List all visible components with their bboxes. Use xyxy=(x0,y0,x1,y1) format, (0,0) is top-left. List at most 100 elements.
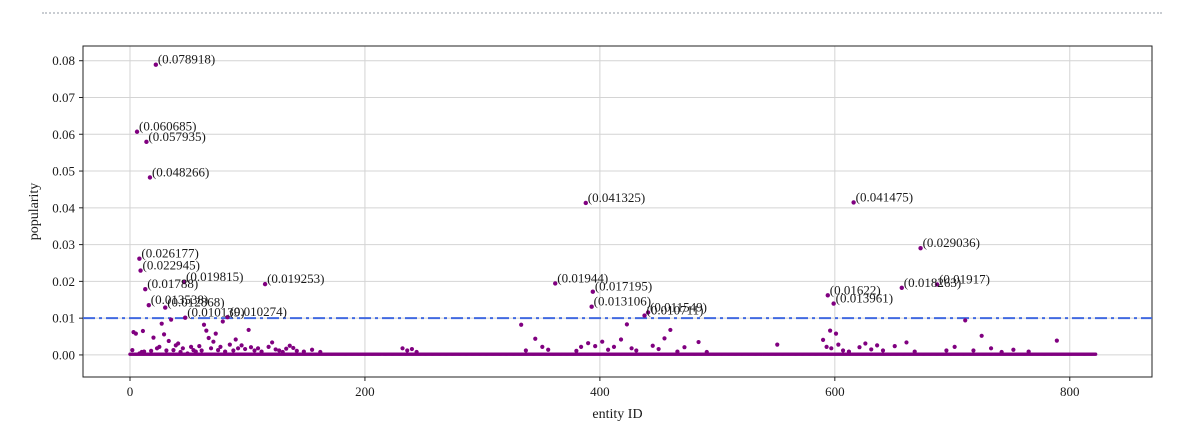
data-labels: (0.078918) (0.060685)(0.057935) (0.048266)… xyxy=(139,52,990,320)
scatter-point xyxy=(146,302,151,308)
y-tick-label: 0.05 xyxy=(52,164,75,179)
scatter-point xyxy=(892,344,897,349)
scatter-point xyxy=(1011,347,1016,352)
scatter-point xyxy=(151,335,156,340)
scatter-point xyxy=(181,279,187,285)
data-label: (0.01944) xyxy=(557,270,608,285)
scatter-point xyxy=(176,341,181,346)
scatter-point xyxy=(409,346,415,352)
scatter-point xyxy=(270,340,275,345)
scatter-point xyxy=(199,348,204,353)
scatter-point xyxy=(159,321,164,326)
scatter-point xyxy=(912,349,917,354)
scatter-point xyxy=(141,349,147,354)
scatter-point xyxy=(829,346,834,351)
data-label: (0.041475) xyxy=(856,189,913,204)
scatter-point xyxy=(231,348,236,353)
data-label: (0.011549) xyxy=(650,299,707,314)
scatter-point xyxy=(629,346,634,351)
scatter-point xyxy=(662,336,667,341)
scatter-point xyxy=(143,286,148,292)
scatter-point xyxy=(999,349,1004,355)
scatter-point xyxy=(193,349,198,354)
scatter-point xyxy=(225,314,230,320)
scatter-point xyxy=(642,313,647,318)
scatter-point xyxy=(668,327,673,333)
scatter-point xyxy=(831,301,836,306)
scatter-point xyxy=(137,256,142,261)
scatter-point xyxy=(963,318,968,323)
scatter-point xyxy=(213,331,218,336)
scatter-point xyxy=(243,346,248,352)
scatter-point xyxy=(239,343,244,348)
data-label: (0.078918) xyxy=(158,52,215,67)
scatter-point xyxy=(863,341,868,346)
scatter-point xyxy=(206,335,211,341)
scatter-point xyxy=(944,348,949,353)
scatter-point xyxy=(1026,349,1031,354)
scatter-point xyxy=(851,200,856,205)
scatter-point xyxy=(650,343,655,348)
scatter-point xyxy=(682,345,687,350)
scatter-point xyxy=(696,339,701,345)
scatter-point xyxy=(675,349,680,354)
y-tick-label: 0.08 xyxy=(52,53,75,68)
scatter-point xyxy=(593,344,598,349)
scatter-point xyxy=(546,347,551,352)
scatter-point xyxy=(971,348,976,353)
scatter-point xyxy=(400,346,405,351)
scatter-point xyxy=(169,317,174,322)
scatter-point xyxy=(208,346,214,351)
scatter-point xyxy=(149,348,154,353)
scatter-point xyxy=(704,349,709,355)
scatter-point xyxy=(294,348,299,353)
scatter-point xyxy=(287,343,292,348)
scatter-point xyxy=(952,344,957,349)
scatter-point xyxy=(266,344,271,349)
data-label: (0.048266) xyxy=(152,164,209,179)
scatter-point xyxy=(164,348,169,353)
y-tick-label: 0.01 xyxy=(52,311,75,326)
scatter-point xyxy=(869,347,874,352)
data-label: (0.013538) xyxy=(151,292,208,307)
scatter-point xyxy=(318,349,323,355)
scatter-point xyxy=(590,289,596,294)
scatter-point xyxy=(540,344,545,349)
scatter-point xyxy=(523,348,528,353)
y-tick-label: 0.00 xyxy=(52,347,75,362)
data-label: (0.010711) xyxy=(647,303,704,318)
y-tick-label: 0.04 xyxy=(52,200,75,215)
scatter-point xyxy=(880,348,886,353)
data-label: (0.019815) xyxy=(186,269,243,284)
scatter-point xyxy=(828,328,833,333)
plot-frame xyxy=(82,45,1153,378)
scatter-point xyxy=(611,344,617,349)
y-tick-label: 0.06 xyxy=(52,127,75,142)
scatter-point xyxy=(574,348,579,353)
scatter-point xyxy=(836,342,841,347)
scatter-point xyxy=(255,346,261,351)
scatter-point xyxy=(586,341,591,346)
data-label: (0.010139) xyxy=(187,305,244,320)
x-axis-ticks: 0 200 400 600 800 xyxy=(127,377,1080,399)
scatter-point xyxy=(134,129,140,134)
scatter-point xyxy=(171,348,176,353)
scatter-point xyxy=(166,338,171,344)
scatter-point xyxy=(533,336,538,341)
scatter-point xyxy=(840,348,846,353)
scatter-point xyxy=(309,347,315,352)
scatter-point xyxy=(825,293,830,298)
scatter-points xyxy=(130,62,1059,356)
scatter-point xyxy=(215,348,221,353)
scatter-point xyxy=(153,62,159,67)
scatter-point xyxy=(600,339,605,344)
scatter-point xyxy=(284,346,289,351)
data-label: (0.012868) xyxy=(167,295,224,310)
y-tick-label: 0.02 xyxy=(52,274,75,289)
data-label: (0.041325) xyxy=(588,190,645,205)
scatter-point xyxy=(553,281,558,286)
scatter-point xyxy=(140,328,146,334)
x-tick-label: 400 xyxy=(590,384,610,399)
scatter-point xyxy=(875,343,880,348)
data-label: (0.057935) xyxy=(148,129,205,144)
